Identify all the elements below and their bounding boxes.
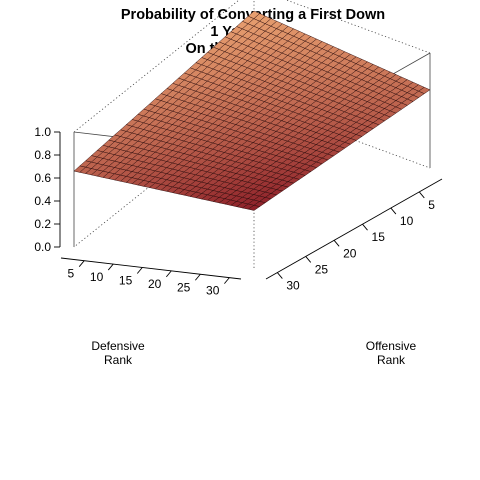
y-tick-label: 5	[68, 267, 75, 281]
z-tick-label: 0.6	[34, 171, 51, 185]
x-tick	[333, 240, 340, 247]
z-tick-label: 0.0	[34, 240, 51, 254]
x-tick	[362, 223, 368, 231]
axes: 0.0 0.2 0.4 0.6 0.8 1.0 5 10 15 20 25 30 5 10 15 20 25 30	[34, 125, 443, 298]
surface-facet	[247, 205, 261, 211]
x-tick-label: 20	[343, 246, 357, 260]
x-axis-label-line-1: Offensive	[366, 339, 417, 353]
axis-labels: Defensive Rank Offensive Rank	[91, 339, 416, 367]
y-axis-label-line-2: Rank	[104, 353, 133, 367]
x-tick	[305, 256, 312, 263]
y-tick-label: 15	[119, 273, 133, 287]
z-tick-label: 0.4	[34, 194, 51, 208]
surface-mesh	[73, 10, 431, 211]
y-tick	[78, 260, 85, 267]
box-edge	[73, 0, 240, 133]
z-tick-label: 0.8	[34, 148, 51, 162]
x-tick-label: 10	[400, 214, 414, 228]
x-tick-label: 5	[428, 198, 435, 212]
y-tick	[195, 273, 201, 281]
y-tick-label: 20	[148, 277, 162, 291]
x-axis-label-line-2: Rank	[377, 353, 406, 367]
y-axis-line	[60, 257, 242, 280]
y-tick-label: 25	[177, 280, 191, 294]
y-tick	[136, 267, 143, 274]
y-axis-label-line-1: Defensive	[91, 339, 145, 353]
z-tick-label: 0.2	[34, 217, 51, 231]
y-tick-label: 10	[90, 270, 104, 284]
y-tick-label: 30	[206, 284, 220, 298]
x-tick-label: 30	[286, 279, 300, 293]
x-tick	[277, 272, 283, 279]
x-tick-label: 15	[372, 230, 386, 244]
y-tick	[107, 263, 114, 271]
box-edge	[285, 0, 431, 54]
y-tick	[224, 277, 230, 284]
y-tick	[165, 270, 172, 278]
x-axis-line	[265, 178, 443, 280]
x-tick	[418, 191, 425, 199]
z-tick-label: 1.0	[34, 125, 51, 139]
x-tick-label: 25	[315, 262, 329, 276]
x-tick	[390, 207, 397, 215]
